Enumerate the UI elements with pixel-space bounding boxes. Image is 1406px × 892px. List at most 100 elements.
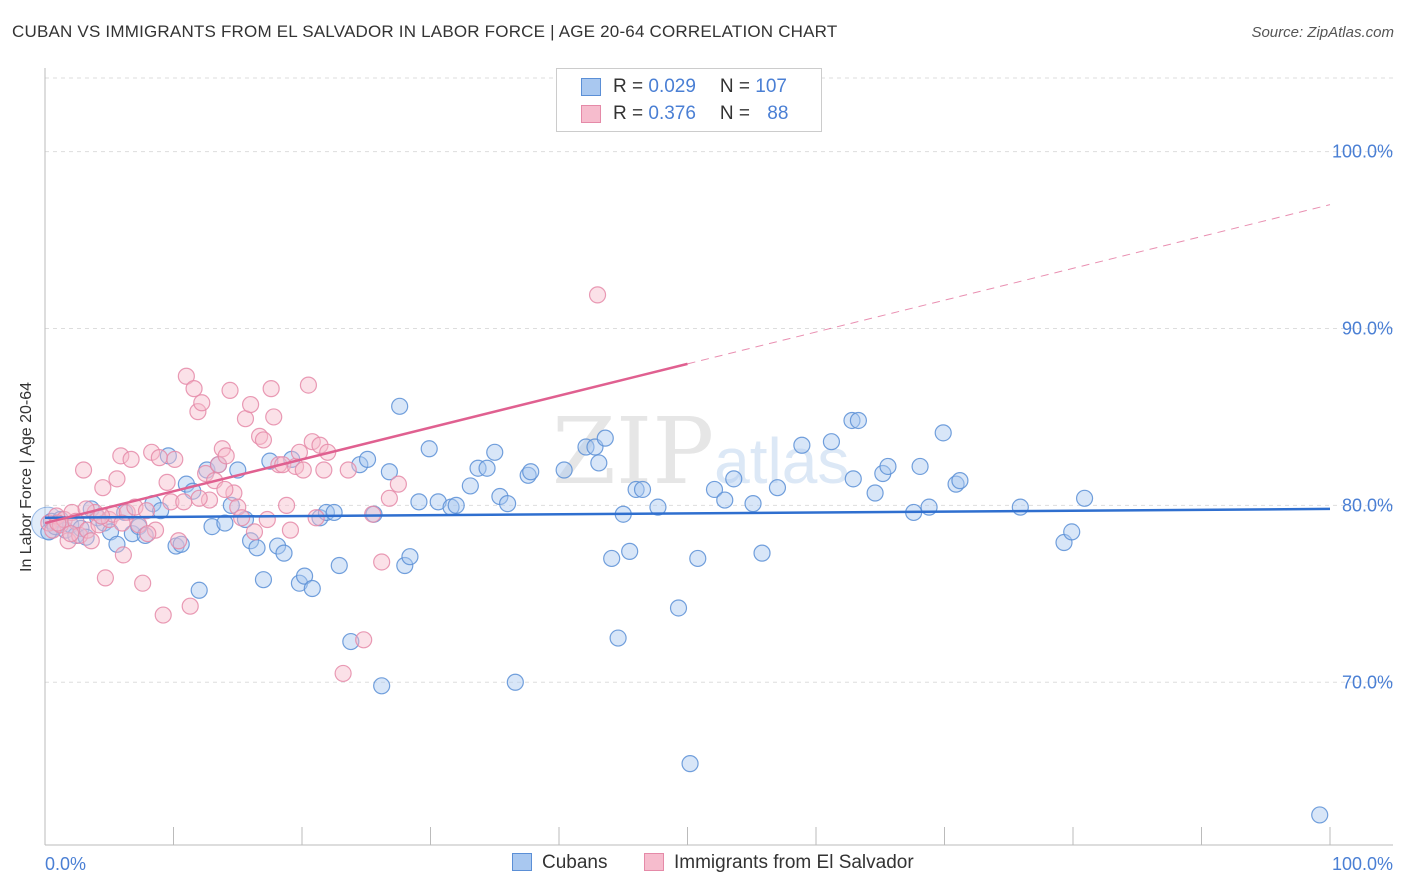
el-salvador-point <box>254 431 273 449</box>
el-salvador-point <box>170 532 188 550</box>
cubans-point <box>275 544 293 562</box>
el-salvador-point <box>258 510 276 529</box>
cubans-point <box>689 549 707 568</box>
legend-r-value: 0.376 <box>648 103 696 124</box>
legend-swatch-pink <box>581 105 601 123</box>
el-salvador-point <box>245 523 264 541</box>
el-salvador-point <box>588 286 607 304</box>
cubans-point <box>609 629 627 647</box>
cubans-point <box>934 424 952 442</box>
cubans-point <box>380 463 398 481</box>
cubans-point <box>621 542 639 560</box>
cubans-point <box>627 480 645 499</box>
cubans-point <box>447 496 465 514</box>
cubans-point <box>522 463 540 481</box>
cubans-point <box>108 535 126 553</box>
el-salvador-point <box>277 496 296 514</box>
el-salvador-point <box>177 367 195 385</box>
el-salvador-point <box>193 394 211 412</box>
cubans-point <box>793 436 811 454</box>
watermark-atlas: atlas <box>714 425 850 497</box>
chart-title: CUBAN VS IMMIGRANTS FROM EL SALVADOR IN … <box>12 22 838 41</box>
cubans-point <box>849 411 868 430</box>
el-salvador-point <box>334 664 352 683</box>
bottom-legend-label-el-salvador: Immigrants from El Salvador <box>674 852 914 873</box>
y-tick-label: 100.0% <box>1332 142 1393 162</box>
el-salvador-point <box>265 408 283 426</box>
cubans-point <box>486 443 504 461</box>
cubans-point <box>429 493 447 511</box>
cubans-point <box>478 459 496 477</box>
el-salvador-point <box>197 464 215 483</box>
el-salvador-point <box>108 470 126 488</box>
y-tick-label: 80.0% <box>1342 495 1393 515</box>
el-salvador-point <box>281 521 300 539</box>
cubans-point <box>242 532 260 550</box>
el-salvador-point <box>190 489 208 507</box>
bottom-legend-cubans: Cubans <box>512 852 608 874</box>
bottom-legend-el-salvador: Immigrants from El Salvador <box>644 852 914 874</box>
cubans-point <box>373 677 391 695</box>
cubans-point <box>705 480 724 499</box>
y-axis-label: In Labor Force | Age 20-64 <box>18 381 35 572</box>
cubans-point <box>911 457 929 476</box>
el-salvador-point <box>380 489 398 507</box>
el-salvador-point <box>122 450 140 468</box>
cubans-point <box>1075 489 1094 507</box>
el-salvador-point <box>339 461 357 479</box>
y-tick-label: 70.0% <box>1342 672 1393 692</box>
cubans-point <box>254 571 273 589</box>
cubans-point <box>1063 523 1081 541</box>
el-salvador-point <box>162 493 180 511</box>
el-salvador-point <box>221 381 239 399</box>
el-salvador-point <box>242 395 260 414</box>
el-salvador-point <box>94 479 112 497</box>
legend-n-value: 88 <box>767 103 789 124</box>
legend-n-label: N = <box>719 76 756 97</box>
el-salvador-point <box>299 376 318 394</box>
el-salvador-point <box>96 569 114 587</box>
cubans-point <box>358 450 377 468</box>
el-salvador-point <box>225 484 243 502</box>
cubans-point <box>681 755 699 773</box>
cubans-point <box>190 581 208 599</box>
cubans-point <box>499 495 517 513</box>
legend: R = 0.029 N = 107 R = 0.376 N = 88 <box>556 68 822 132</box>
cubans-point <box>843 411 861 430</box>
cubans-point <box>342 632 360 651</box>
source-note: Source: ZipAtlas.com <box>1251 24 1394 41</box>
cubans-point <box>866 484 884 502</box>
cubans-point <box>590 454 608 472</box>
cubans-point <box>753 544 771 562</box>
cubans-point <box>216 514 234 532</box>
el-salvador-point <box>137 502 156 520</box>
legend-n-value: 107 <box>755 76 787 97</box>
legend-swatch-blue <box>581 78 601 96</box>
el-salvador-point <box>233 509 251 527</box>
el-salvador-point <box>74 461 93 479</box>
cubans-point <box>744 495 762 513</box>
cubans-point <box>951 472 969 490</box>
cubans-point <box>391 397 409 415</box>
cubans-point <box>303 579 321 598</box>
el-salvador-point <box>315 461 333 479</box>
el-salvador-point <box>175 493 193 511</box>
el-salvador-point <box>154 606 172 624</box>
el-salvador-point <box>373 553 391 571</box>
cubans-point <box>844 470 862 488</box>
cubans-point <box>325 503 343 522</box>
cubans-point <box>603 549 621 568</box>
el-salvador-point <box>229 498 247 516</box>
el-salvador-point <box>150 449 168 467</box>
cubans-point <box>136 526 154 545</box>
cubans-point <box>461 477 479 495</box>
el-salvador-point <box>216 480 234 499</box>
cubans-point <box>396 556 414 575</box>
cubans-point <box>1311 806 1329 824</box>
legend-r-label: R = <box>613 76 649 97</box>
cubans-point <box>716 491 734 509</box>
el-salvador-point <box>262 380 280 398</box>
el-salvador-point <box>139 525 157 543</box>
legend-n-label: N = <box>719 103 756 124</box>
